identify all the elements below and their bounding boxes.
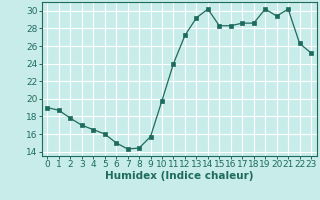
X-axis label: Humidex (Indice chaleur): Humidex (Indice chaleur)	[105, 171, 253, 181]
